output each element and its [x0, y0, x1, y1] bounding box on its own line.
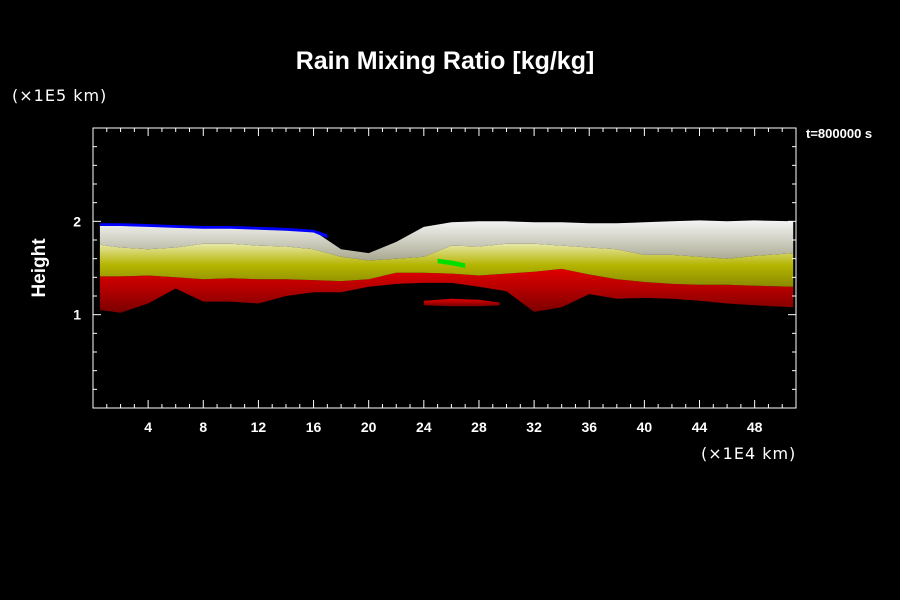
field-layer-4: [423, 298, 500, 307]
x-tick-label: 4: [144, 419, 152, 435]
x-tick-label: 40: [637, 419, 653, 435]
x-tick-label: 8: [199, 419, 207, 435]
field-layer-3: [99, 220, 794, 261]
x-tick-label: 44: [692, 419, 708, 435]
x-tick-label: 12: [251, 419, 267, 435]
x-tick-label: 20: [361, 419, 377, 435]
chart-title: Rain Mixing Ratio [kg/kg]: [295, 47, 595, 75]
x-axis-unit-label: (×1E4 km): [701, 444, 797, 463]
y-axis-unit-label: (×1E5 km): [12, 86, 108, 105]
time-label: t=800000 s: [806, 126, 873, 141]
x-tick-label: 16: [306, 419, 322, 435]
field-accent-1: [99, 223, 328, 239]
y-tick-label: 2: [73, 213, 81, 229]
field-layers: [99, 220, 794, 313]
plot-frame: [92, 127, 797, 409]
x-tick-label: 28: [471, 419, 487, 435]
field-layer-2: [99, 243, 794, 287]
x-tick-label: 36: [581, 419, 597, 435]
field-layer-1: [99, 268, 794, 313]
y-tick-label: 1: [73, 307, 81, 323]
x-tick-label: 32: [526, 419, 542, 435]
x-tick-label: 24: [416, 419, 432, 435]
field-accent-2: [437, 258, 466, 268]
x-tick-label: 48: [747, 419, 763, 435]
